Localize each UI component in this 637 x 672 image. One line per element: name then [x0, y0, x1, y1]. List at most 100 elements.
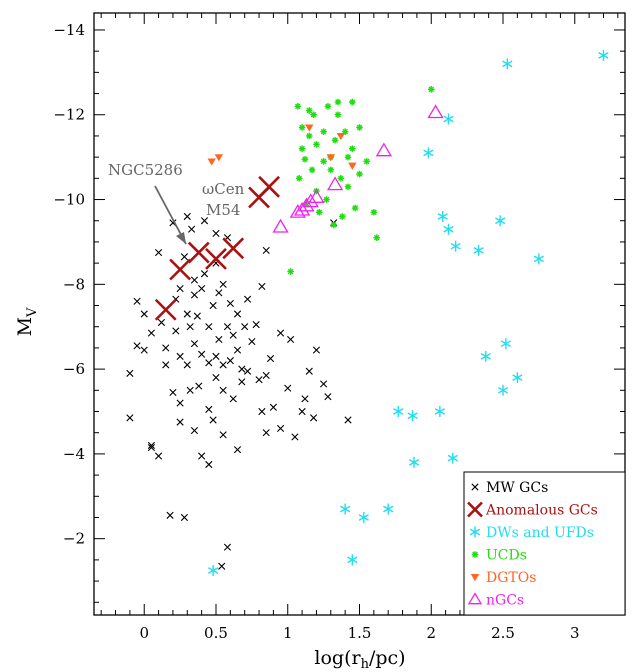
point-ucds [316, 208, 323, 216]
x-tick-labels: 0 0.5 1 1.5 2 2.5 3 [139, 624, 579, 642]
point-ucds [287, 268, 294, 275]
point-dws-and-ufds [598, 49, 609, 61]
point-dws-and-ufds [393, 406, 404, 418]
point-anomalous-gcs [205, 247, 227, 270]
point-mw-gcs [140, 310, 148, 318]
point-mw-gcs [147, 329, 155, 337]
point-dws-and-ufds [340, 503, 351, 515]
point-mw-gcs [344, 416, 352, 424]
point-mw-gcs [255, 376, 263, 384]
point-mw-gcs [238, 365, 246, 373]
point-ucds [295, 175, 303, 182]
point-mw-gcs [166, 511, 174, 519]
point-mw-gcs [176, 399, 184, 407]
point-ucds [298, 124, 306, 131]
point-ucds [327, 166, 335, 174]
point-mw-gcs [262, 246, 270, 254]
point-mw-gcs [243, 367, 252, 375]
y-tick-label: −4 [63, 445, 85, 463]
point-ucds [349, 145, 356, 152]
point-mw-gcs [140, 346, 148, 354]
point-ucds [349, 98, 356, 106]
point-ucds [334, 111, 342, 119]
point-ngcs [302, 193, 319, 208]
point-mw-gcs [154, 452, 163, 460]
point-mw-gcs [133, 297, 141, 305]
point-mw-gcs [209, 301, 217, 310]
point-mw-gcs [269, 403, 277, 411]
point-ucds [301, 155, 309, 163]
point-mw-gcs [126, 414, 134, 422]
data-points [126, 49, 609, 576]
point-mw-gcs [248, 337, 256, 346]
point-ngcs [293, 201, 311, 216]
point-mw-gcs [241, 323, 249, 331]
point-ngcs [308, 189, 325, 203]
point-mw-gcs [258, 282, 266, 291]
point-mw-gcs [180, 253, 189, 261]
point-mw-gcs [162, 344, 170, 352]
point-ucds [338, 213, 346, 220]
point-mw-gcs [133, 342, 141, 350]
point-mw-gcs [180, 513, 189, 522]
point-mw-gcs [176, 418, 184, 426]
point-dgtos [214, 154, 224, 162]
annotation-arrowhead [176, 232, 186, 244]
point-mw-gcs [215, 335, 223, 344]
point-mw-gcs [320, 380, 328, 388]
point-mw-gcs [266, 354, 275, 363]
point-dws-and-ufds [347, 554, 358, 566]
point-ucds [298, 145, 306, 152]
point-mw-gcs [252, 321, 260, 329]
point-mw-gcs [218, 562, 226, 570]
point-mw-gcs [219, 361, 227, 369]
point-ucds [310, 111, 317, 119]
point-ucds [305, 132, 313, 140]
point-dws-and-ufds [443, 113, 454, 125]
annotation-m54: M54 [206, 201, 240, 219]
point-mw-gcs [324, 393, 332, 401]
point-mw-gcs [226, 299, 234, 307]
point-mw-gcs [276, 424, 285, 433]
point-mw-gcs [219, 280, 227, 288]
point-ucds [330, 221, 337, 229]
x-tick-label: 1.5 [348, 624, 372, 642]
point-mw-gcs [176, 352, 184, 360]
point-dgtos [336, 133, 346, 141]
y-tick-label: −6 [63, 360, 85, 378]
point-ucds [344, 153, 352, 161]
point-mw-gcs [219, 386, 227, 394]
legend-marker-ucds [471, 551, 479, 558]
point-mw-gcs [190, 340, 199, 348]
axis-ticks [94, 13, 625, 615]
point-dgtos [326, 154, 335, 162]
point-mw-gcs [212, 352, 220, 360]
y-axis-title: MV [14, 307, 40, 336]
point-dws-and-ufds [407, 410, 418, 422]
point-dws-and-ufds [408, 456, 420, 468]
point-ucds [305, 107, 313, 114]
point-ngcs [298, 197, 315, 212]
point-ucds [363, 158, 370, 165]
point-mw-gcs [147, 443, 155, 452]
x-tick-label: 2.5 [491, 624, 515, 642]
point-mw-gcs [229, 331, 237, 339]
point-ucds [313, 141, 320, 148]
point-mw-gcs [188, 225, 196, 233]
y-tick-label: −14 [53, 21, 85, 39]
point-ucds [323, 196, 330, 203]
point-mw-gcs [223, 323, 232, 331]
point-ucds [308, 166, 316, 174]
point-mw-gcs [233, 310, 242, 318]
point-mw-gcs [198, 350, 206, 358]
point-ucds [337, 175, 345, 182]
x-tick-label: 2 [426, 624, 436, 642]
point-ucds [370, 208, 378, 216]
point-mw-gcs [205, 323, 213, 331]
y-tick-label: −12 [53, 106, 85, 124]
point-mw-gcs [157, 318, 166, 327]
point-dws-and-ufds [512, 372, 523, 384]
point-mw-gcs [226, 357, 234, 365]
annotation-omega-cen: ωCen [202, 180, 245, 198]
point-mw-gcs [287, 335, 295, 344]
